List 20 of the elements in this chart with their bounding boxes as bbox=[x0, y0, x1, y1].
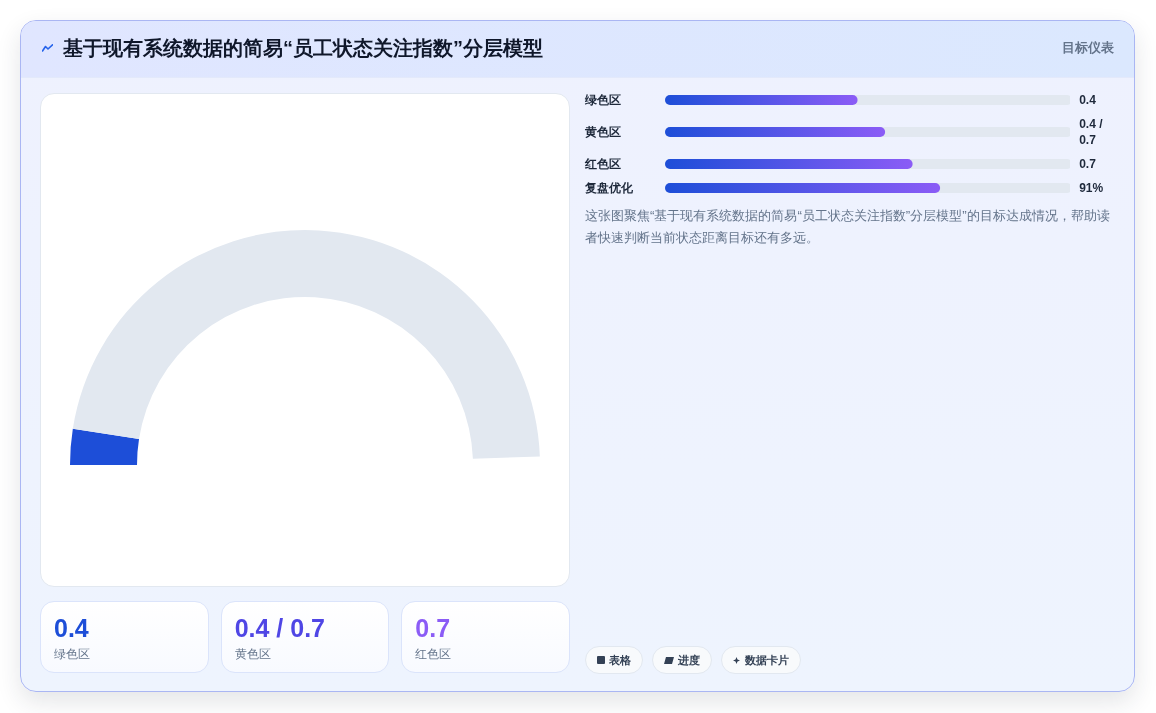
text: 目标仪表 bbox=[1062, 40, 1114, 56]
text: 91% bbox=[1079, 180, 1105, 196]
text: 0.4 bbox=[1079, 92, 1097, 108]
text: 0.4 / 0.7 bbox=[1079, 116, 1104, 148]
y-tick-label: 绿色区 bbox=[585, 92, 622, 108]
text: 0.7 bbox=[415, 614, 451, 642]
category-label: 红色区 bbox=[415, 646, 453, 662]
category-label: 表格 bbox=[609, 652, 631, 668]
category-label: 绿色区 bbox=[54, 646, 91, 662]
category-label: 进度 bbox=[678, 652, 700, 668]
text: 0.4 bbox=[54, 614, 89, 642]
text: 0.4 / 0.7 bbox=[234, 614, 326, 642]
text: 这张图聚焦“基于现有系统数据的简易“员工状态关注指数”分层模型”的目标达成情况，帮助读者快速判断当前状态距离目标还有多远。 bbox=[585, 207, 1111, 247]
y-tick-label: 黄色区 bbox=[585, 124, 622, 140]
y-tick-label: 红色区 bbox=[585, 156, 622, 172]
y-tick-label: 复盘优化 bbox=[585, 180, 634, 196]
text: 基于现有系统数据的简易“员工状态关注指数”分层模型 bbox=[63, 36, 543, 61]
category-label: 黄色区 bbox=[234, 646, 272, 662]
category-label: 数据卡片 bbox=[745, 652, 789, 668]
text: 0.7 bbox=[1079, 156, 1097, 172]
